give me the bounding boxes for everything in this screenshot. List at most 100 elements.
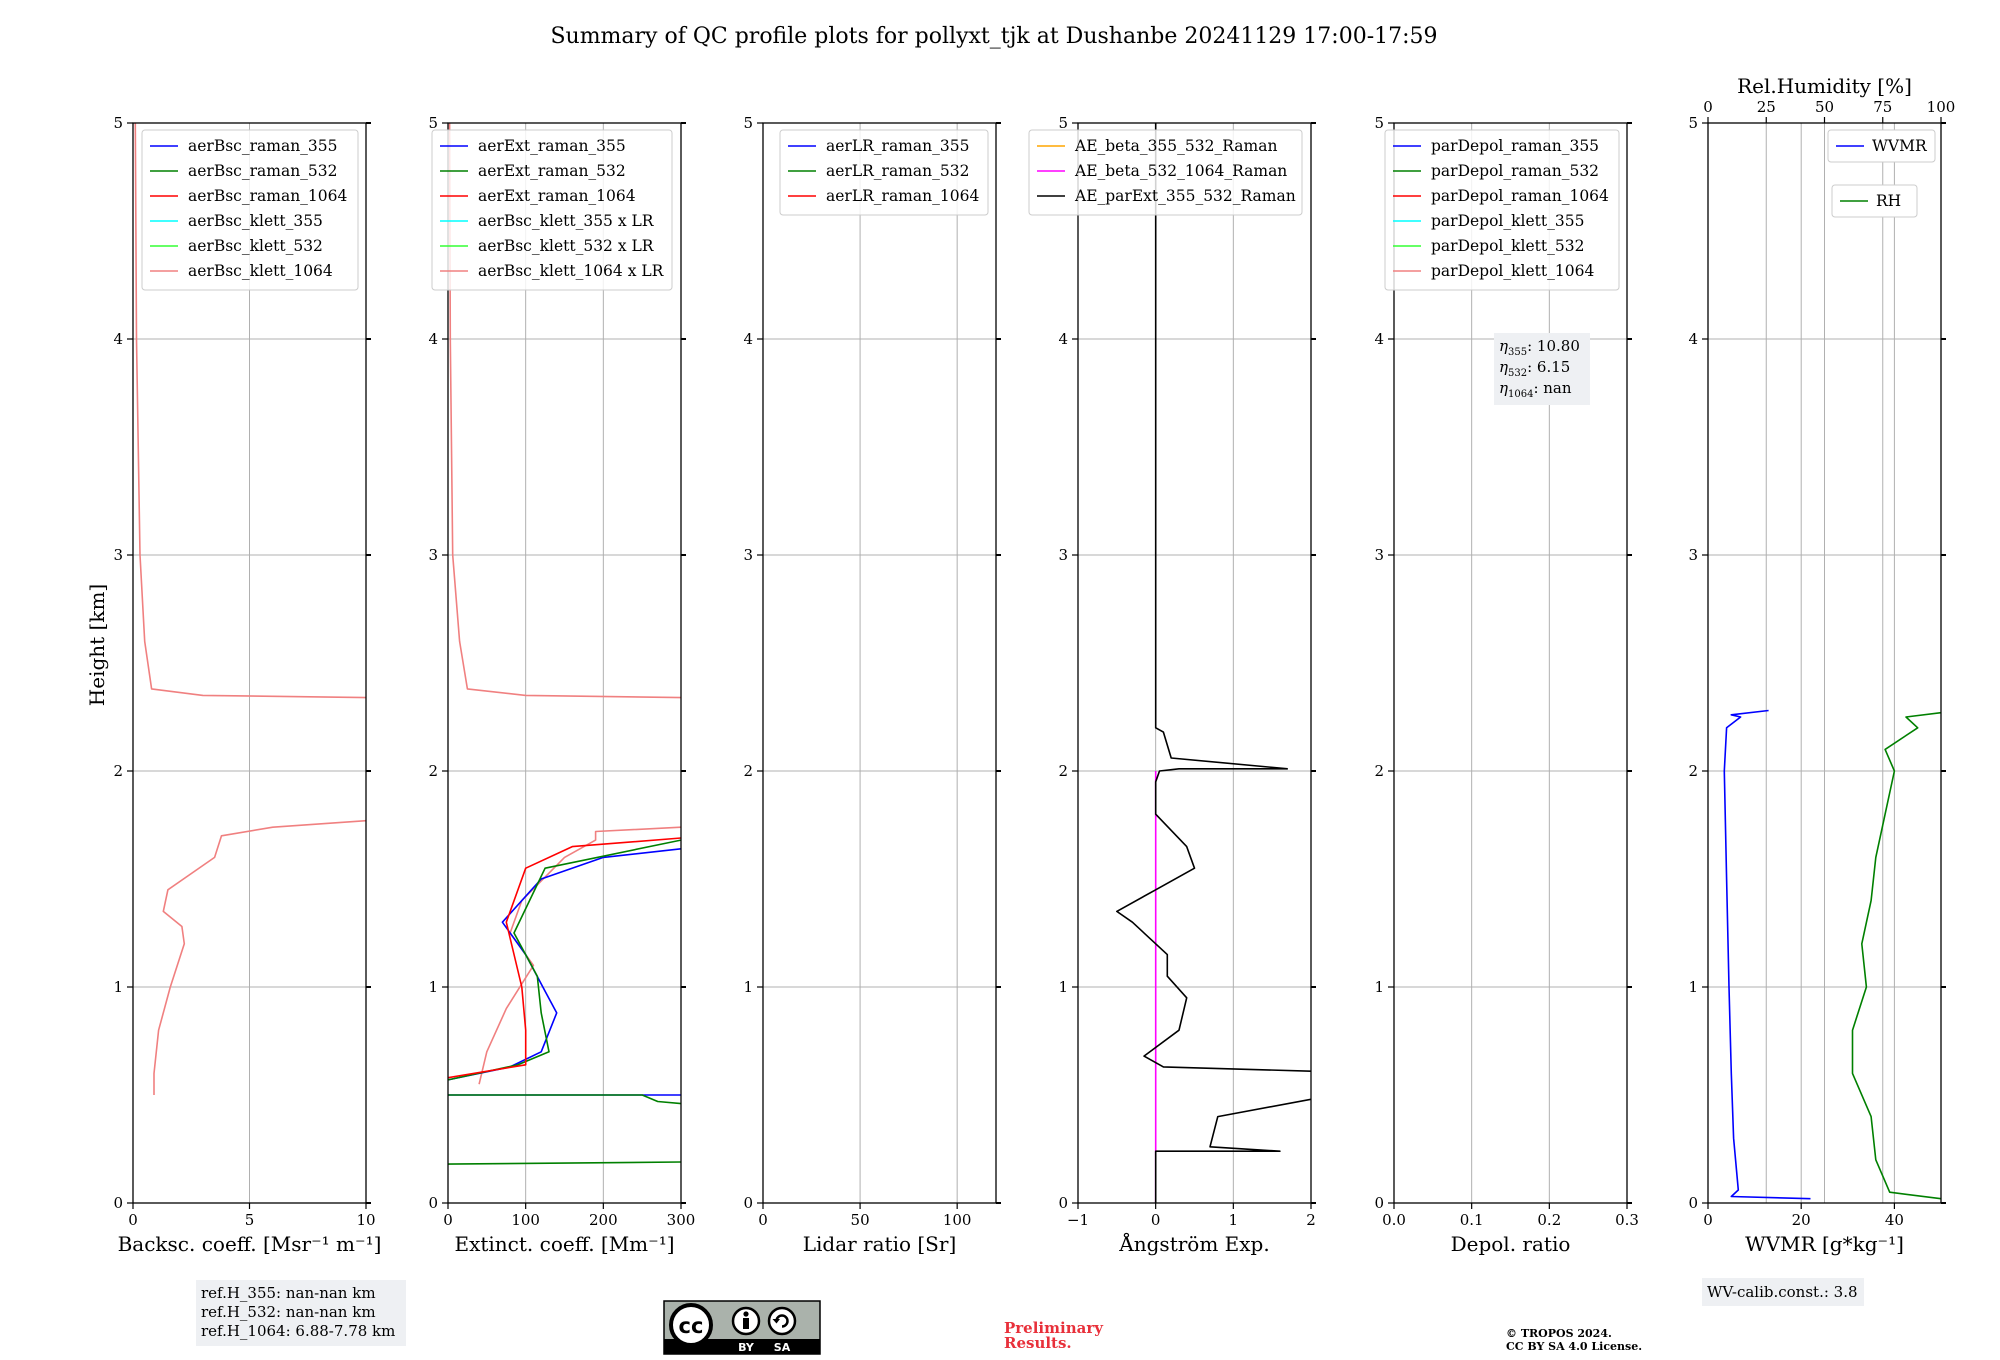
series-line-aerExt_raman_532 [448, 1161, 681, 1165]
panel-1: 0 5 10 0 1 2 3 4 5 Backsc. coeff. [Msr⁻¹ m⁻¹] aerB… [113, 114, 381, 1256]
y-tick-label: 3 [1688, 546, 1698, 564]
reference-height-box: ref.H_355: nan-nan km ref.H_532: nan-nan… [196, 1280, 406, 1346]
legend-entry: parDepol_raman_355 [1431, 137, 1599, 155]
legend-entry: parDepol_raman_532 [1431, 162, 1599, 180]
series-line-aerBsc_klett_1064 x LR [448, 123, 681, 699]
axes-frame [1393, 122, 1628, 1204]
legend-entry: aerExt_raman_532 [478, 162, 626, 180]
x-tick-label: 1 [1229, 1211, 1239, 1229]
y-tick-label: 1 [1374, 978, 1384, 996]
legend-entry: parDepol_klett_355 [1431, 212, 1584, 230]
series-line-aerExt_raman_1064 [448, 837, 681, 1079]
legend-box [1384, 129, 1620, 291]
y-tick-label: 0 [1058, 1194, 1068, 1212]
wv-calib-const: WV-calib.const.: 3.8 [1707, 1283, 1858, 1301]
x-tick-label: 0 [758, 1211, 768, 1229]
axes-frame [762, 122, 997, 1204]
series-line-AE_parExt_355_532_Raman [1116, 767, 1311, 1072]
cc-license-badge: cc BY SA [663, 1300, 821, 1355]
y-tick-label: 2 [428, 762, 438, 780]
y-tick-label: 3 [743, 546, 753, 564]
series-group [134, 123, 366, 1095]
y-tick-label: 0 [1374, 1194, 1384, 1212]
legend-entry: AE_beta_532_1064_Raman [1074, 162, 1287, 180]
x-tick-label: 0.1 [1460, 1211, 1484, 1229]
x-tick-label: 0.3 [1615, 1211, 1639, 1229]
legend-entry: parDepol_klett_532 [1431, 237, 1584, 255]
y-tick-label: 4 [1058, 330, 1068, 348]
series-group [448, 123, 681, 1165]
x-axis-label: Ångström Exp. [1118, 1231, 1269, 1256]
legend-entry: RH [1876, 192, 1901, 210]
x-tick-label: 5 [245, 1211, 255, 1229]
series-line-aerExt_raman_355 [448, 848, 681, 1081]
legend-entry: aerLR_raman_355 [826, 137, 969, 155]
legend-box [431, 129, 673, 291]
eta-annotation-box [1494, 333, 1590, 405]
x-axis-label: Lidar ratio [Sr] [803, 1232, 957, 1256]
legend-box [141, 129, 359, 291]
series-line-aerBsc_klett_1064 x LR [478, 826, 681, 1085]
y-tick-label: 1 [1688, 978, 1698, 996]
share-alike-icon [767, 1306, 797, 1336]
y-tick-label: 0 [1688, 1194, 1698, 1212]
x-tick-label: 100 [511, 1211, 540, 1229]
series-line-aerBsc_klett_1064 [153, 819, 366, 1095]
x-tick-label: 0 [1703, 1211, 1713, 1229]
y-tick-label: 3 [113, 546, 123, 564]
cc-icon [669, 1303, 713, 1347]
legend-entry: aerBsc_klett_355 [188, 212, 323, 230]
y-tick-label: 5 [743, 114, 753, 132]
series-line-aerBsc_klett_1064 [134, 123, 366, 699]
x-tick-label: 40 [1885, 1211, 1904, 1229]
eta-annotation-line: η1064: nan [1499, 379, 1572, 400]
eta-annotation-line: η355: 10.80 [1499, 337, 1580, 358]
x-tick-label: 300 [667, 1211, 696, 1229]
x-tick-label: 0.0 [1382, 1211, 1406, 1229]
legend-entry: AE_beta_355_532_Raman [1074, 137, 1277, 155]
x-tick-label: 0 [128, 1211, 138, 1229]
y-tick-label: 4 [743, 330, 753, 348]
series-line-aerExt_raman_532 [448, 1094, 681, 1105]
legend-entry: aerBsc_klett_532 [188, 237, 323, 255]
x-tick-label: 50 [851, 1211, 870, 1229]
legend-box-rh [1831, 184, 1918, 218]
cc-label: cc [679, 1314, 704, 1338]
x2-tick-label: 50 [1815, 98, 1834, 116]
ref-h-532: ref.H_532: nan-nan km [201, 1303, 376, 1321]
series-line-AE_parExt_355_532_Raman [1154, 123, 1288, 770]
x-axis-label: Depol. ratio [1451, 1232, 1571, 1256]
axes-frame [447, 122, 682, 1204]
axes-frame [1077, 122, 1312, 1204]
legend-box-wvmr [1827, 129, 1936, 163]
y-tick-label: 5 [1374, 114, 1384, 132]
preliminary-note-2: Results. [1004, 1334, 1072, 1352]
ref-h-1064: ref.H_1064: 6.88-7.78 km [201, 1322, 395, 1340]
series-line-RH [1851, 711, 1941, 1200]
y-tick-label: 2 [1688, 762, 1698, 780]
x-axis-label: Backsc. coeff. [Msr⁻¹ m⁻¹] [118, 1232, 382, 1256]
y-tick-label: 3 [1374, 546, 1384, 564]
series-group [1116, 123, 1311, 1203]
x-tick-label: 0 [443, 1211, 453, 1229]
y-tick-label: 2 [113, 762, 123, 780]
x-tick-label: 100 [943, 1211, 972, 1229]
legend-entry: aerBsc_klett_1064 [188, 262, 333, 280]
y-tick-label: 2 [743, 762, 753, 780]
x2-tick-label: 0 [1703, 98, 1713, 116]
legend-entry: aerBsc_klett_532 x LR [478, 237, 655, 255]
y-tick-label: 4 [1688, 330, 1698, 348]
eta-annotation-line: η532: 6.15 [1499, 358, 1570, 379]
sa-label: SA [774, 1341, 791, 1354]
x-tick-label: 10 [356, 1211, 375, 1229]
panel-2: 0 100 200 300 0 1 2 3 4 5 Extinct. coeff. [Mm⁻¹] ae… [428, 114, 695, 1256]
series-line-aerExt_raman_532 [448, 839, 681, 1081]
y-tick-label: 5 [1688, 114, 1698, 132]
x-tick-label: 0 [1151, 1211, 1161, 1229]
by-label: BY [738, 1341, 755, 1354]
x-tick-label: 20 [1792, 1211, 1811, 1229]
x-tick-label: −1 [1067, 1211, 1089, 1229]
series-line-AE_parExt_355_532_Raman [1154, 1098, 1311, 1203]
